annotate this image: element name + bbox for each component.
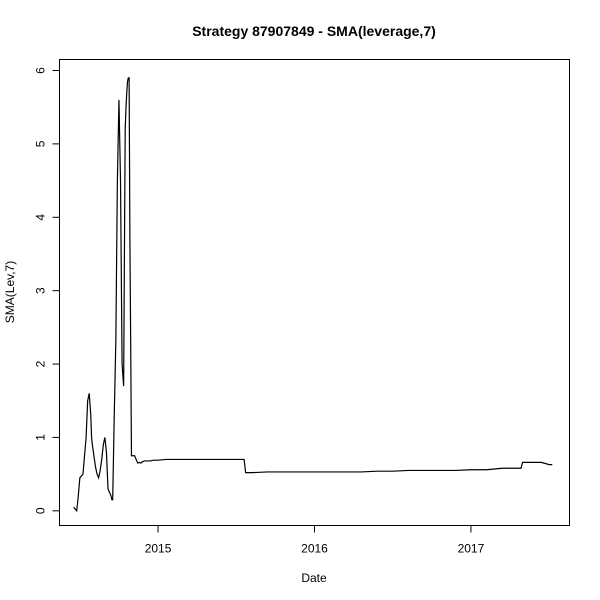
x-tick-label: 2015 xyxy=(145,542,172,556)
y-tick-label: 6 xyxy=(34,67,48,74)
y-axis-label: SMA(Lev,7) xyxy=(3,261,17,323)
x-axis: 2015 2016 2017 xyxy=(145,525,485,556)
y-tick-label: 5 xyxy=(34,140,48,147)
plot-frame xyxy=(59,59,570,526)
y-tick-label: 1 xyxy=(34,434,48,441)
y-tick-label: 3 xyxy=(34,287,48,294)
y-tick-label: 4 xyxy=(34,214,48,221)
y-axis: 0 1 2 3 4 5 6 xyxy=(34,67,60,514)
y-tick-label: 0 xyxy=(34,507,48,514)
x-tick-label: 2017 xyxy=(458,542,485,556)
y-tick-label: 2 xyxy=(34,360,48,367)
chart-title: Strategy 87907849 - SMA(leverage,7) xyxy=(192,23,436,39)
x-axis-label: Date xyxy=(301,571,327,585)
series-line xyxy=(73,77,553,513)
x-tick-label: 2016 xyxy=(301,542,328,556)
